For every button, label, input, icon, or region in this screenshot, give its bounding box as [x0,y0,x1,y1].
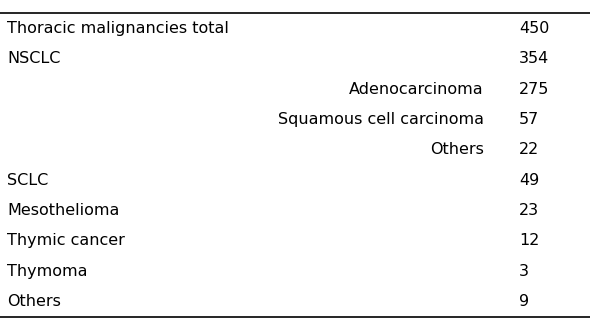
Text: Adenocarcinoma: Adenocarcinoma [349,82,484,97]
Text: 9: 9 [519,294,529,309]
Text: SCLC: SCLC [7,173,48,188]
Text: Others: Others [430,142,484,157]
Text: Others: Others [7,294,61,309]
Text: 49: 49 [519,173,539,188]
Text: 23: 23 [519,203,539,218]
Text: Squamous cell carcinoma: Squamous cell carcinoma [278,112,484,127]
Text: Thoracic malignancies total: Thoracic malignancies total [7,21,229,36]
Text: 275: 275 [519,82,549,97]
Text: Thymoma: Thymoma [7,264,87,279]
Text: 12: 12 [519,233,540,248]
Text: 22: 22 [519,142,539,157]
Text: 354: 354 [519,51,549,66]
Text: 3: 3 [519,264,529,279]
Text: NSCLC: NSCLC [7,51,60,66]
Text: Mesothelioma: Mesothelioma [7,203,119,218]
Text: 57: 57 [519,112,539,127]
Text: 450: 450 [519,21,549,36]
Text: Thymic cancer: Thymic cancer [7,233,125,248]
